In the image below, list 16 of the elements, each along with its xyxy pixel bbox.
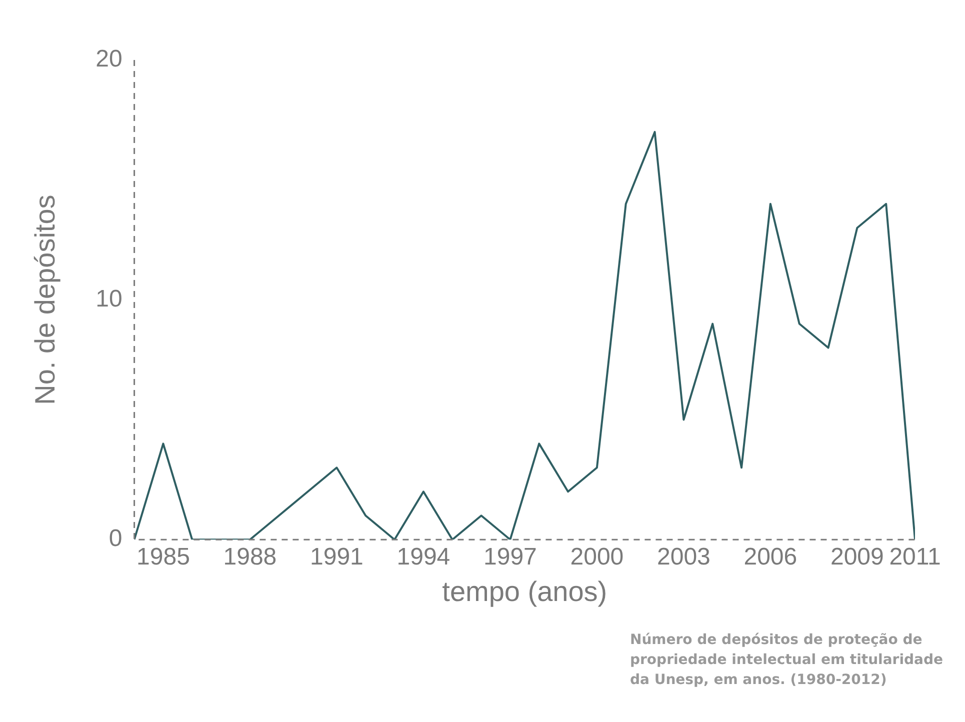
x-tick-label: 2000 <box>570 544 624 571</box>
x-axis-title: tempo (anos) <box>442 576 608 607</box>
text: Número de depósitos de proteção de propriedade intelectual em titularidade da Unesp, em anos. (1980-2012) <box>630 631 944 690</box>
y-axis-title: No. de depósitos <box>30 194 61 405</box>
x-tick-label: 1985 <box>136 544 190 571</box>
x-tick-label: 1997 <box>483 544 537 571</box>
x-tick-label: 2009 <box>830 544 884 571</box>
x-tick-label: 2006 <box>744 544 798 571</box>
x-tick-label: 2003 <box>656 544 710 571</box>
x-tick-label: 1994 <box>396 544 450 571</box>
y-tick-label: 20 <box>96 46 122 73</box>
y-tick-label: 0 <box>108 525 122 552</box>
x-tick-label: 1991 <box>310 544 364 571</box>
x-tick-label: 2011 <box>889 544 941 571</box>
y-tick-label: 10 <box>96 285 122 312</box>
x-tick-label: 1988 <box>223 544 277 571</box>
